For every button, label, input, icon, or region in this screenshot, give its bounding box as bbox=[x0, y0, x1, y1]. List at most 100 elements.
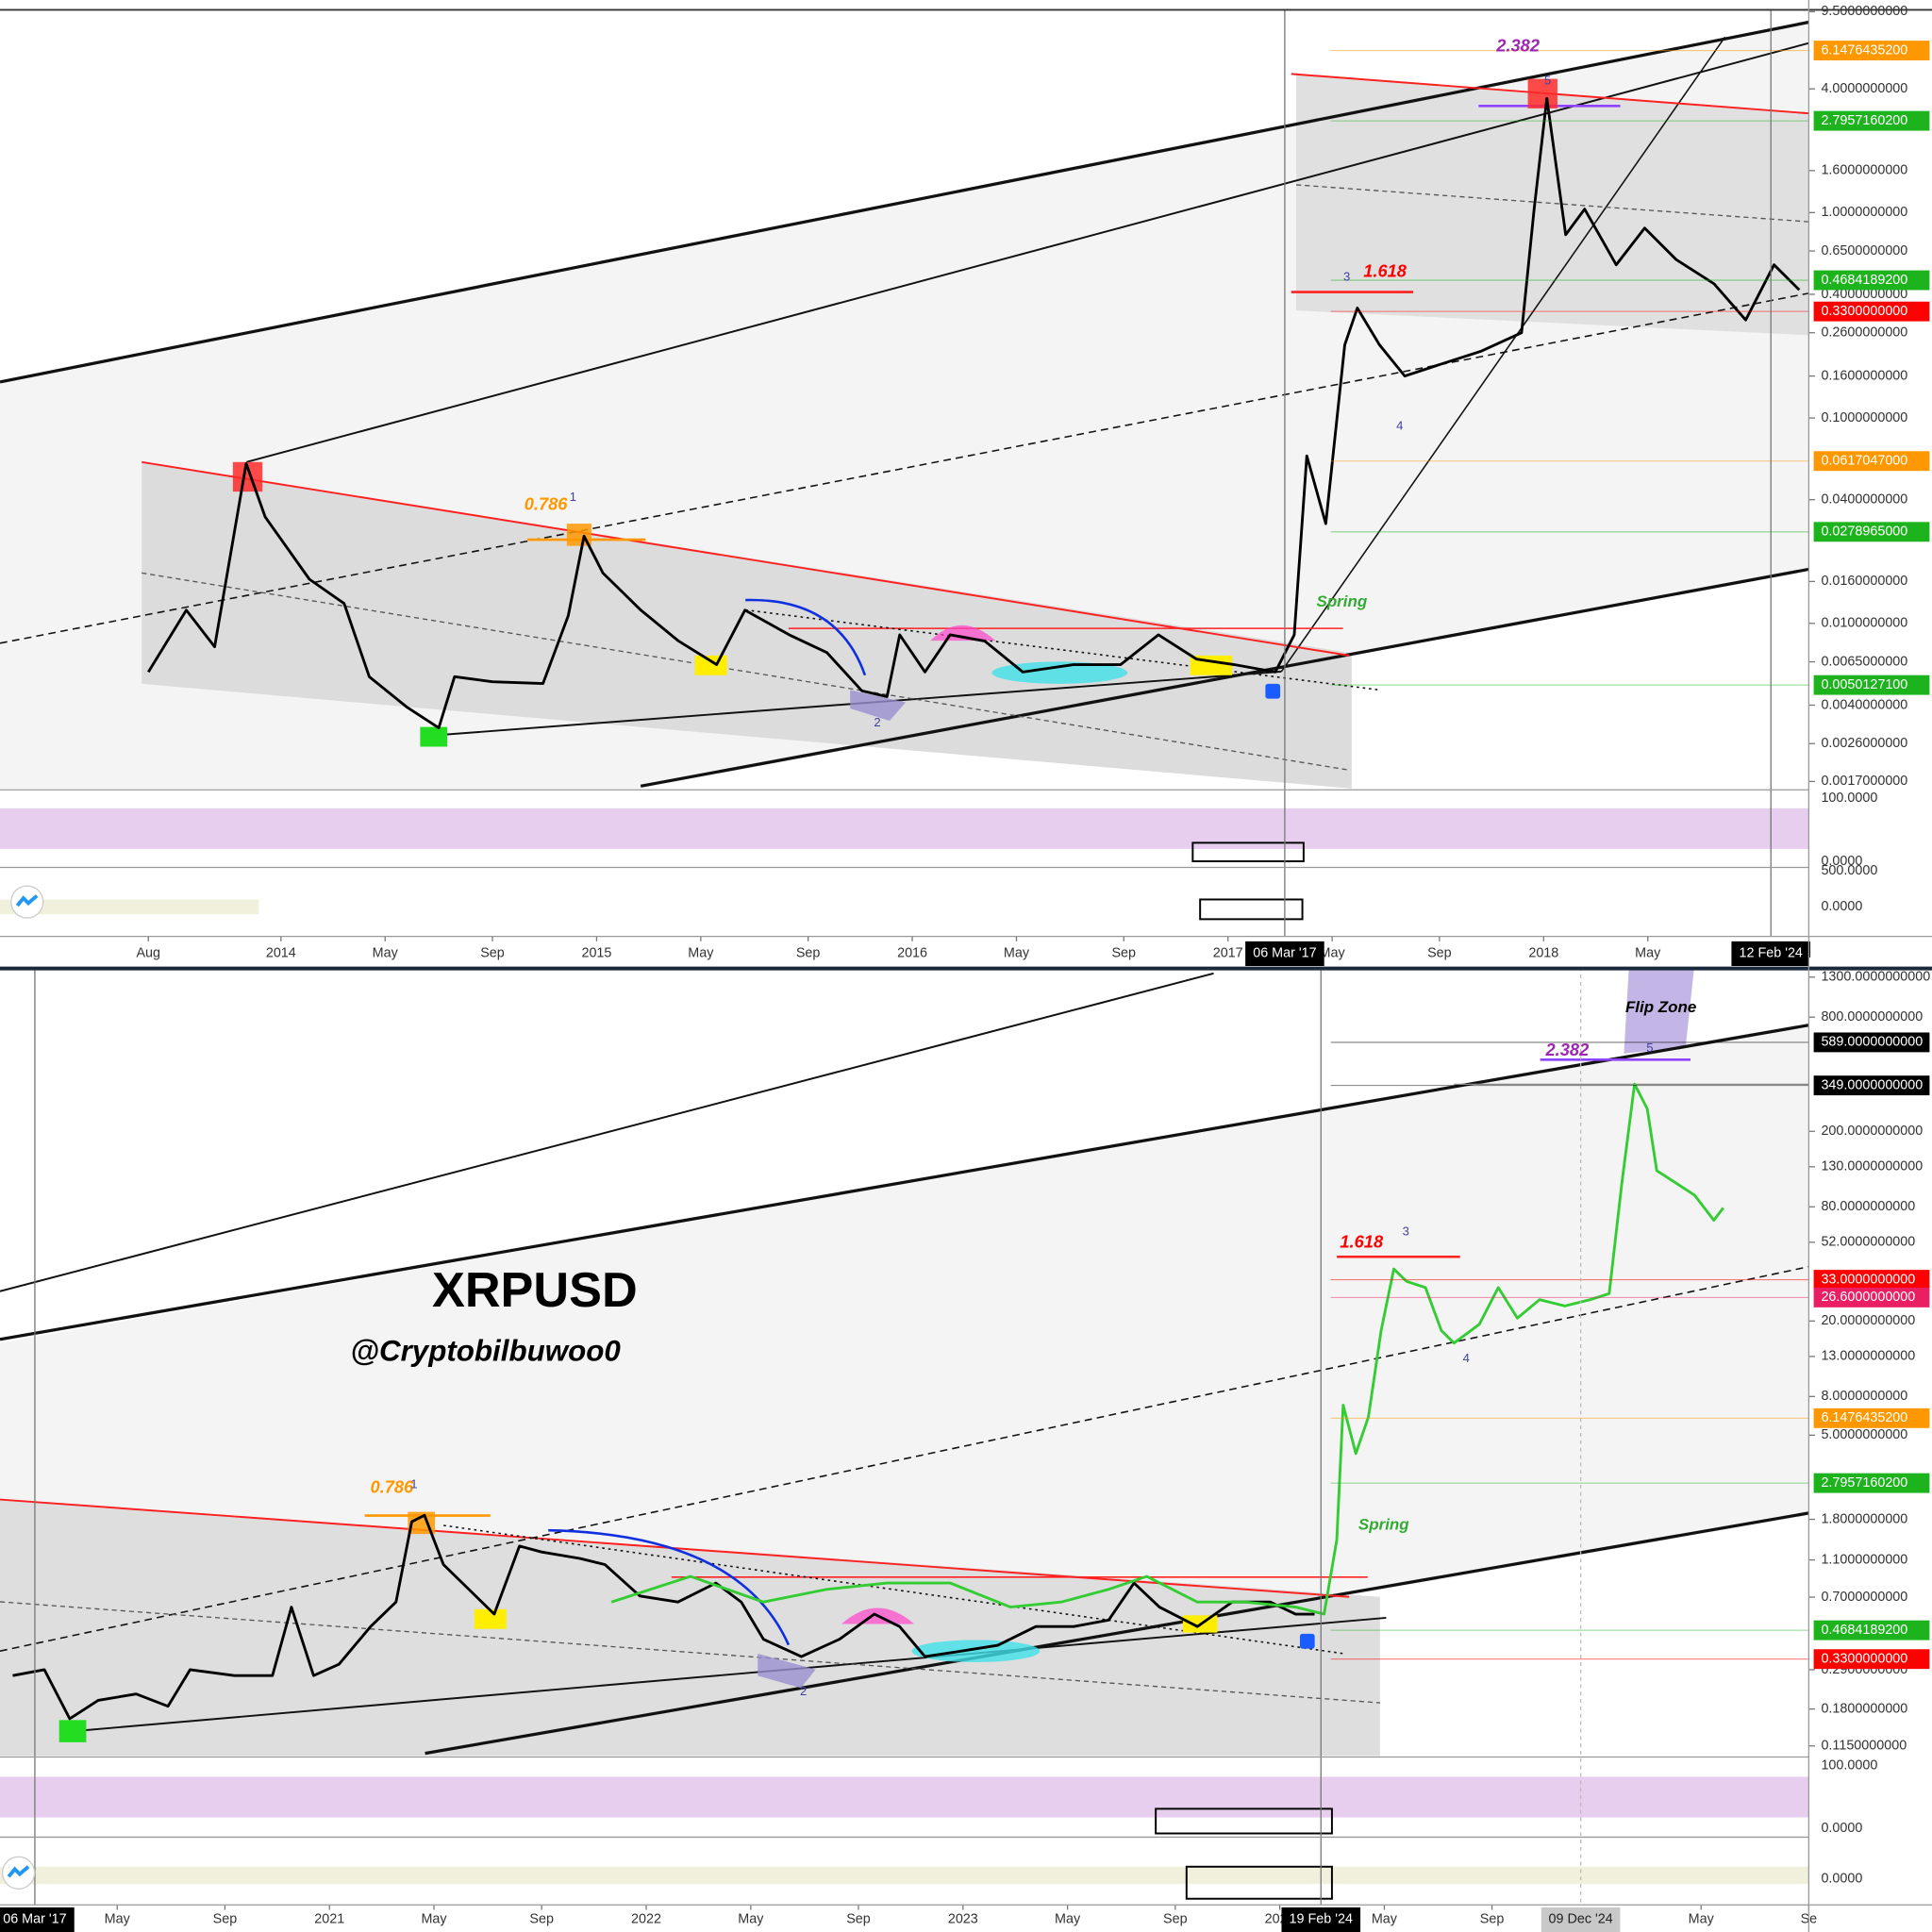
y-tick-label: 0.0100000000 bbox=[1821, 616, 1907, 631]
price-label-bg bbox=[1813, 1270, 1930, 1291]
y-tick-label: 0.0160000000 bbox=[1821, 574, 1907, 589]
annotation: 0.786 bbox=[370, 1477, 414, 1497]
annotation: 2.382 bbox=[1495, 35, 1540, 55]
x-tick-label: May bbox=[1635, 946, 1661, 961]
price-label: 33.0000000000 bbox=[1821, 1272, 1915, 1287]
x-tick-label: Sep bbox=[480, 946, 505, 961]
annotation: 5 bbox=[1544, 74, 1551, 88]
price-label-bg bbox=[1813, 1287, 1930, 1307]
y-tick-label: 0.6500000000 bbox=[1821, 243, 1907, 258]
highlight-box bbox=[850, 690, 906, 722]
oscillator-label: 100.0000 bbox=[1821, 791, 1877, 806]
x-tick-label: Sep bbox=[529, 1912, 554, 1927]
y-tick-label: 80.0000000000 bbox=[1821, 1199, 1915, 1214]
price-label-bg bbox=[1813, 301, 1930, 322]
highlight-box bbox=[420, 726, 448, 747]
annotation: 1 bbox=[570, 490, 576, 504]
highlight-box bbox=[1527, 78, 1557, 108]
y-tick-label: 0.0017000000 bbox=[1821, 774, 1907, 789]
oscillator-label: 500.0000 bbox=[1821, 863, 1877, 878]
price-label: 0.0278965000 bbox=[1821, 525, 1907, 540]
annotation: 2 bbox=[874, 715, 880, 729]
annotation: 1 bbox=[410, 1476, 417, 1491]
x-tick-label: May bbox=[1372, 1912, 1398, 1927]
annotation: Spring bbox=[1317, 592, 1368, 610]
x-tick-label: May bbox=[688, 946, 714, 961]
x-tick-label: Sep bbox=[1163, 1912, 1188, 1927]
y-tick-label: 0.2600000000 bbox=[1821, 325, 1907, 341]
highlight-box bbox=[758, 1653, 816, 1689]
highlight-box bbox=[1199, 898, 1304, 921]
y-tick-label: 1.8000000000 bbox=[1821, 1511, 1907, 1526]
crosshair-label-bg bbox=[1281, 1907, 1361, 1932]
y-tick-label: 13.0000000000 bbox=[1821, 1349, 1915, 1364]
highlight-box bbox=[58, 1720, 87, 1742]
price-label-bg bbox=[1813, 1620, 1930, 1641]
price-label: 2.7957160200 bbox=[1821, 113, 1907, 128]
trend-line bbox=[1280, 36, 1726, 673]
highlight-box bbox=[474, 1608, 507, 1629]
price-label-bg bbox=[1813, 675, 1930, 695]
trend-line bbox=[0, 972, 1214, 1292]
x-tick-label: Sep bbox=[1480, 1912, 1505, 1927]
x-tick-label: 2021 bbox=[314, 1912, 344, 1927]
check-icon bbox=[1265, 683, 1281, 699]
trend-line bbox=[745, 608, 1380, 691]
trend-line bbox=[425, 1511, 1809, 1756]
x-tick-label: Sep bbox=[213, 1912, 238, 1927]
flip-zone bbox=[1624, 967, 1694, 1054]
price-label: 2.7957160200 bbox=[1821, 1475, 1907, 1491]
x-tick-label: May bbox=[421, 1912, 447, 1927]
highlight-box bbox=[1155, 1807, 1333, 1835]
price-line bbox=[610, 1082, 1724, 1616]
y-tick-label: 0.4000000000 bbox=[1821, 287, 1907, 302]
trend-line bbox=[74, 1616, 1387, 1733]
y-tick-label: 130.0000000000 bbox=[1821, 1159, 1923, 1174]
crosshair-label-bg bbox=[1245, 941, 1324, 966]
annotation: 5 bbox=[1646, 1041, 1653, 1055]
range-fill bbox=[1296, 74, 1809, 336]
annotation: 1.618 bbox=[1340, 1232, 1384, 1252]
price-label: 26.6000000000 bbox=[1821, 1290, 1915, 1305]
x-tick-label: 2014 bbox=[266, 946, 296, 961]
x-tick-label: 2018 bbox=[1528, 946, 1558, 961]
arc bbox=[548, 1528, 791, 1646]
y-tick-label: 52.0000000000 bbox=[1821, 1235, 1915, 1250]
y-tick-label: 0.0400000000 bbox=[1821, 492, 1907, 508]
highlight-box bbox=[930, 625, 996, 641]
y-tick-label: 0.1150000000 bbox=[1821, 1739, 1907, 1754]
price-label: 0.0050127100 bbox=[1821, 677, 1907, 692]
crosshair-label-bg bbox=[0, 1907, 75, 1932]
x-tick-label: Sep bbox=[796, 946, 821, 961]
crosshair-label: 09 Dec '24 bbox=[1549, 1912, 1613, 1927]
annotation: 4 bbox=[1463, 1351, 1470, 1365]
y-tick-label: 0.7000000000 bbox=[1821, 1590, 1907, 1605]
oscillator-label: 0.0000 bbox=[1821, 1872, 1862, 1887]
range-fill bbox=[0, 1499, 1380, 1757]
logo bbox=[15, 894, 39, 908]
annotation: 2.382 bbox=[1545, 1040, 1590, 1059]
oscillator-band bbox=[0, 1866, 1809, 1885]
oscillator-label: 0.0000 bbox=[1821, 899, 1862, 914]
y-tick-label: 1300.0000000000 bbox=[1821, 970, 1930, 985]
price-label-bg bbox=[1813, 1473, 1930, 1493]
y-tick-label: 5.0000000000 bbox=[1821, 1427, 1907, 1442]
y-tick-label: 20.0000000000 bbox=[1821, 1313, 1915, 1328]
y-tick-label: 1.0000000000 bbox=[1821, 205, 1907, 220]
price-label-bg bbox=[1813, 1649, 1930, 1670]
crosshair-label: 12 Feb '24 bbox=[1740, 946, 1803, 961]
y-tick-label: 0.0040000000 bbox=[1821, 697, 1907, 712]
x-tick-label: Aug bbox=[136, 946, 160, 961]
x-tick-label: May bbox=[1320, 946, 1346, 961]
oscillator-band bbox=[0, 899, 259, 915]
x-tick-label: Sep bbox=[1111, 946, 1136, 961]
x-tick-label: May bbox=[1004, 946, 1030, 961]
x-tick-label: May bbox=[1055, 1912, 1081, 1927]
annotation: 3 bbox=[1403, 1224, 1409, 1239]
trend-line bbox=[0, 1024, 1809, 1341]
price-label-bg bbox=[1813, 522, 1930, 542]
x-tick-label: May bbox=[105, 1912, 131, 1927]
annotation: 0.786 bbox=[525, 493, 569, 513]
price-label: 589.0000000000 bbox=[1821, 1035, 1923, 1050]
